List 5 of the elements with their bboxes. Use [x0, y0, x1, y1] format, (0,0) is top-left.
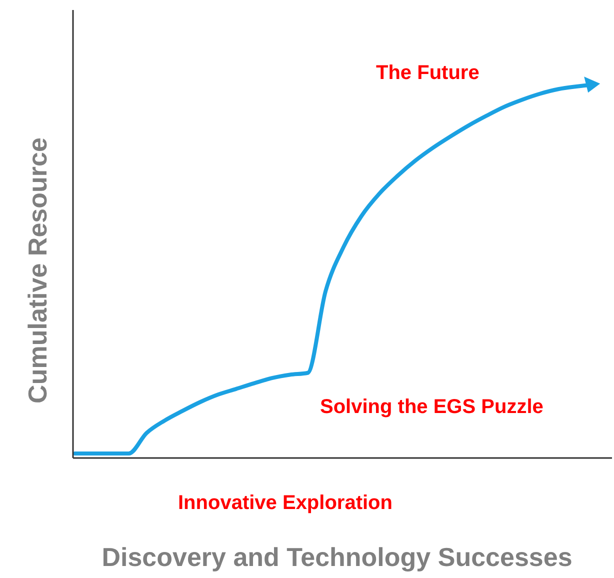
- x-axis-title: Discovery and Technology Successes: [100, 542, 574, 573]
- text: The Future: [376, 62, 480, 85]
- text: Innovative Exploration: [178, 492, 392, 515]
- annotation: Solving the EGS Puzzle: [320, 396, 544, 419]
- y-axis-title: Cumulative Resource: [22, 136, 54, 406]
